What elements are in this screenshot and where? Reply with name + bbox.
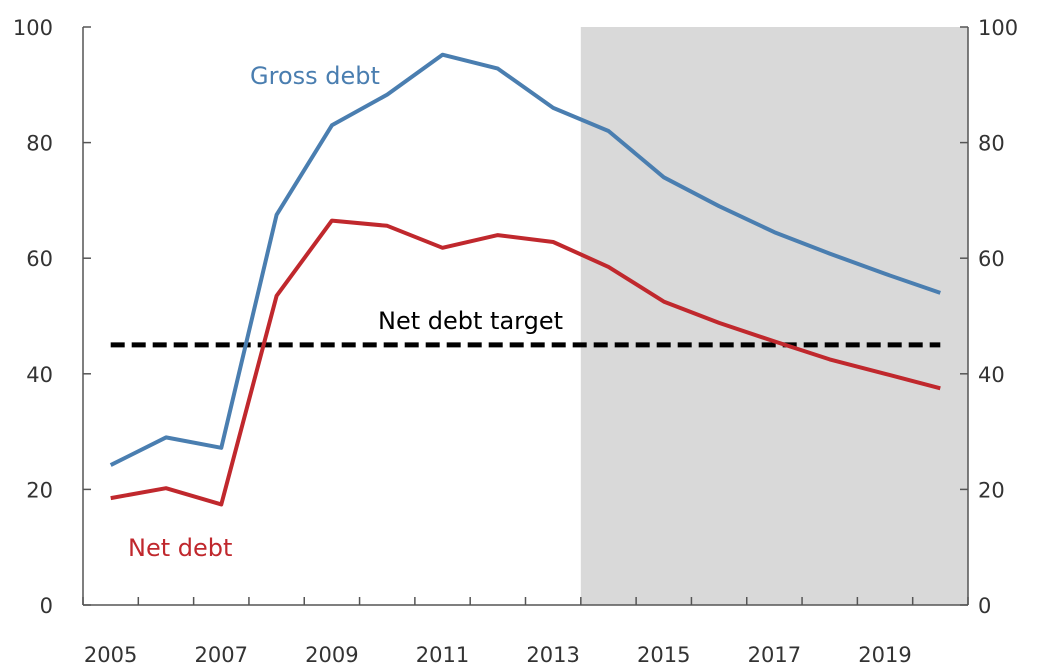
y-tick-label-right: 100 — [978, 16, 1018, 40]
projection-shaded-region-layer — [580, 27, 968, 605]
x-tick-label: 2009 — [305, 643, 358, 667]
y-tick-label-left: 0 — [40, 594, 53, 618]
y-tick-label-right: 60 — [978, 247, 1005, 271]
y-tick-label-left: 80 — [26, 132, 53, 156]
series-line-gross-debt — [109, 52, 941, 467]
x-tick-label: 2007 — [195, 643, 248, 667]
y-tick-label-right: 80 — [978, 132, 1005, 156]
x-tick-label: 2005 — [84, 643, 137, 667]
series-labels-layer: Gross debt Net debt Net debt target — [128, 62, 563, 562]
y-tick-label-right: 0 — [978, 594, 991, 618]
axes-layer: 0 0 20 20 40 40 60 60 80 80 100 100 2005 2007 2009 2011… — [13, 16, 1018, 667]
x-tick-label: 2015 — [637, 643, 690, 667]
x-tick-label: 2017 — [748, 643, 801, 667]
y-tick-label-left: 40 — [26, 363, 53, 387]
x-tick-label: 2013 — [526, 643, 579, 667]
series-label-net-debt-target: Net debt target — [378, 307, 563, 335]
y-tick-label-right: 20 — [978, 478, 1005, 502]
x-tick-label: 2019 — [858, 643, 911, 667]
projection-shaded-region — [580, 27, 968, 605]
series-label-net-debt: Net debt — [128, 534, 232, 562]
y-tick-label-right: 40 — [978, 363, 1005, 387]
y-tick-label-left: 20 — [26, 478, 53, 502]
y-tick-label-left: 60 — [26, 247, 53, 271]
x-tick-label: 2011 — [416, 643, 469, 667]
y-tick-label-left: 100 — [13, 16, 53, 40]
series-layer — [109, 52, 941, 507]
series-line-net-debt — [110, 218, 941, 507]
series-label-gross-debt: Gross debt — [250, 62, 380, 90]
